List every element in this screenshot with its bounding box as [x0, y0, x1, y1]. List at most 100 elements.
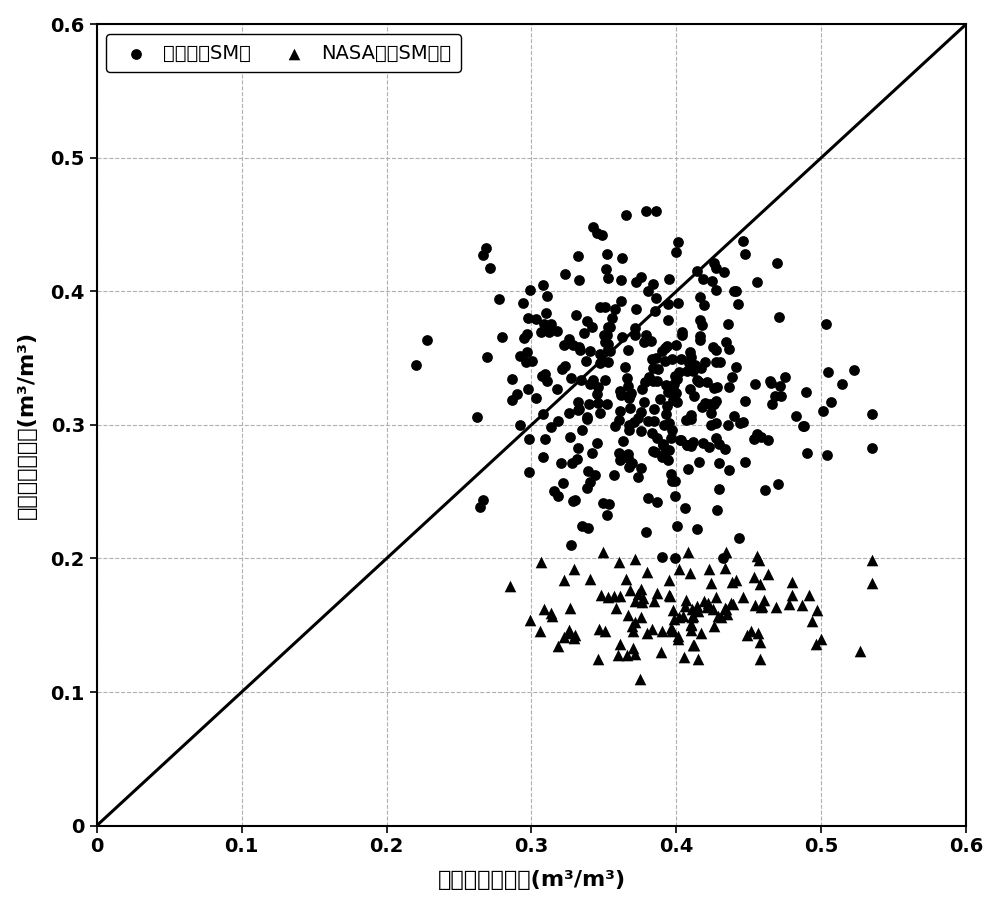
- NASA官方SM产品: [801, 588, 817, 602]
- NASA官方SM产品: [611, 554, 627, 569]
- 算法反演SM值: [522, 283, 538, 297]
- 算法反演SM值: [491, 291, 507, 306]
- 算法反演SM值: [646, 414, 662, 428]
- 算法反演SM值: [753, 430, 769, 444]
- NASA官方SM产品: [624, 619, 640, 633]
- 算法反演SM值: [619, 447, 635, 462]
- 算法反演SM值: [611, 446, 627, 461]
- 算法反演SM值: [618, 208, 634, 222]
- 算法反演SM值: [685, 364, 701, 378]
- 算法反演SM值: [638, 204, 654, 219]
- NASA官方SM产品: [678, 592, 694, 607]
- 算法反演SM值: [660, 453, 676, 467]
- 算法反演SM值: [694, 318, 710, 333]
- 算法反演SM值: [685, 435, 701, 450]
- 算法反演SM值: [520, 382, 536, 396]
- 算法反演SM值: [659, 399, 675, 414]
- 算法反演SM值: [528, 391, 544, 405]
- 算法反演SM值: [682, 382, 698, 396]
- 算法反演SM值: [554, 362, 570, 376]
- 算法反演SM值: [679, 364, 695, 378]
- NASA官方SM产品: [597, 624, 613, 639]
- NASA官方SM产品: [582, 572, 598, 587]
- 算法反演SM值: [757, 483, 773, 497]
- 算法反演SM值: [669, 395, 685, 409]
- NASA官方SM产品: [747, 598, 763, 612]
- 算法反演SM值: [668, 338, 684, 353]
- 算法反演SM值: [720, 417, 736, 432]
- 算法反演SM值: [769, 256, 785, 270]
- NASA官方SM产品: [708, 590, 724, 605]
- 算法反演SM值: [771, 310, 787, 325]
- NASA官方SM产品: [753, 600, 769, 615]
- NASA官方SM产品: [684, 610, 700, 625]
- 算法反演SM值: [657, 354, 673, 368]
- 算法反演SM值: [634, 382, 650, 396]
- NASA官方SM产品: [670, 632, 686, 647]
- 算法反演SM值: [509, 386, 525, 401]
- 算法反演SM值: [660, 313, 676, 327]
- NASA官方SM产品: [556, 629, 572, 644]
- 算法反演SM值: [737, 395, 753, 409]
- 算法反演SM值: [760, 433, 776, 447]
- 算法反演SM值: [673, 351, 689, 366]
- 算法反演SM值: [767, 389, 783, 404]
- 算法反演SM值: [695, 271, 711, 286]
- 算法反演SM值: [621, 423, 637, 437]
- NASA官方SM产品: [754, 600, 770, 614]
- 算法反演SM值: [519, 345, 535, 359]
- 算法反演SM值: [737, 454, 753, 469]
- NASA官方SM产品: [746, 570, 762, 584]
- 算法反演SM值: [735, 233, 751, 248]
- 算法反演SM值: [475, 493, 491, 507]
- 算法反演SM值: [535, 278, 551, 292]
- NASA官方SM产品: [543, 606, 559, 620]
- NASA官方SM产品: [639, 626, 655, 640]
- 算法反演SM值: [614, 330, 630, 345]
- 算法反演SM值: [612, 404, 628, 418]
- NASA官方SM产品: [630, 587, 646, 601]
- 算法反演SM值: [693, 360, 709, 375]
- 算法反演SM值: [615, 434, 631, 448]
- NASA官方SM产品: [683, 622, 699, 637]
- 算法反演SM值: [633, 424, 649, 438]
- 算法反演SM值: [712, 355, 728, 369]
- 算法反演SM值: [673, 433, 689, 447]
- 算法反演SM值: [494, 329, 510, 344]
- NASA官方SM产品: [654, 624, 670, 639]
- NASA官方SM产品: [627, 647, 643, 661]
- 算法反演SM值: [579, 314, 595, 328]
- NASA官方SM产品: [784, 589, 800, 603]
- 算法反演SM值: [472, 500, 488, 514]
- NASA官方SM产品: [717, 561, 733, 575]
- Y-axis label: 土壤水分估算值(m³/m³): 土壤水分估算值(m³/m³): [17, 331, 37, 519]
- NASA官方SM产品: [550, 639, 566, 653]
- 算法反演SM值: [539, 375, 555, 389]
- NASA官方SM产品: [644, 622, 660, 637]
- NASA官方SM产品: [633, 610, 649, 624]
- 算法反演SM值: [572, 343, 588, 357]
- 算法反演SM值: [669, 519, 685, 533]
- NASA官方SM产品: [619, 648, 635, 662]
- 算法反演SM值: [582, 474, 598, 489]
- 算法反演SM值: [563, 538, 579, 552]
- 算法反演SM值: [721, 380, 737, 395]
- NASA官方SM产品: [639, 565, 655, 580]
- 算法反演SM值: [654, 550, 670, 564]
- NASA官方SM产品: [618, 572, 634, 587]
- 算法反演SM值: [581, 396, 597, 411]
- NASA官方SM产品: [749, 548, 765, 562]
- 算法反演SM值: [597, 373, 613, 387]
- NASA官方SM产品: [768, 600, 784, 615]
- 算法反演SM值: [711, 482, 727, 496]
- 算法反演SM值: [515, 296, 531, 310]
- 算法反演SM值: [592, 405, 608, 420]
- NASA官方SM产品: [567, 628, 583, 642]
- 算法反演SM值: [584, 445, 600, 460]
- 算法反演SM值: [746, 432, 762, 446]
- 算法反演SM值: [641, 370, 657, 385]
- 算法反演SM值: [564, 456, 580, 471]
- 算法反演SM值: [665, 393, 681, 407]
- 算法反演SM值: [689, 263, 705, 278]
- 算法反演SM值: [621, 390, 637, 405]
